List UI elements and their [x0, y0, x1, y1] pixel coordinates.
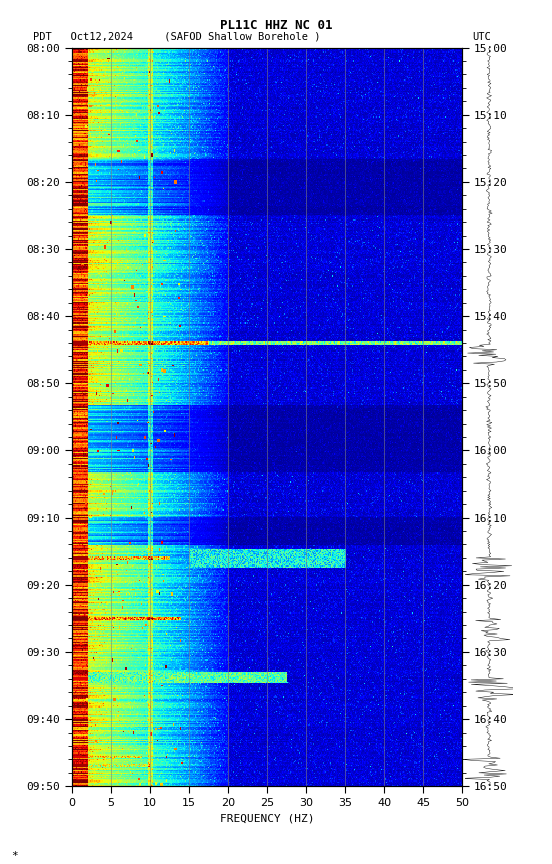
X-axis label: FREQUENCY (HZ): FREQUENCY (HZ)	[220, 814, 314, 823]
Text: PDT   Oct12,2024     (SAFOD Shallow Borehole ): PDT Oct12,2024 (SAFOD Shallow Borehole )	[33, 32, 321, 42]
Text: *: *	[11, 851, 18, 861]
Text: UTC: UTC	[472, 32, 491, 42]
Text: PL11C HHZ NC 01: PL11C HHZ NC 01	[220, 19, 332, 32]
